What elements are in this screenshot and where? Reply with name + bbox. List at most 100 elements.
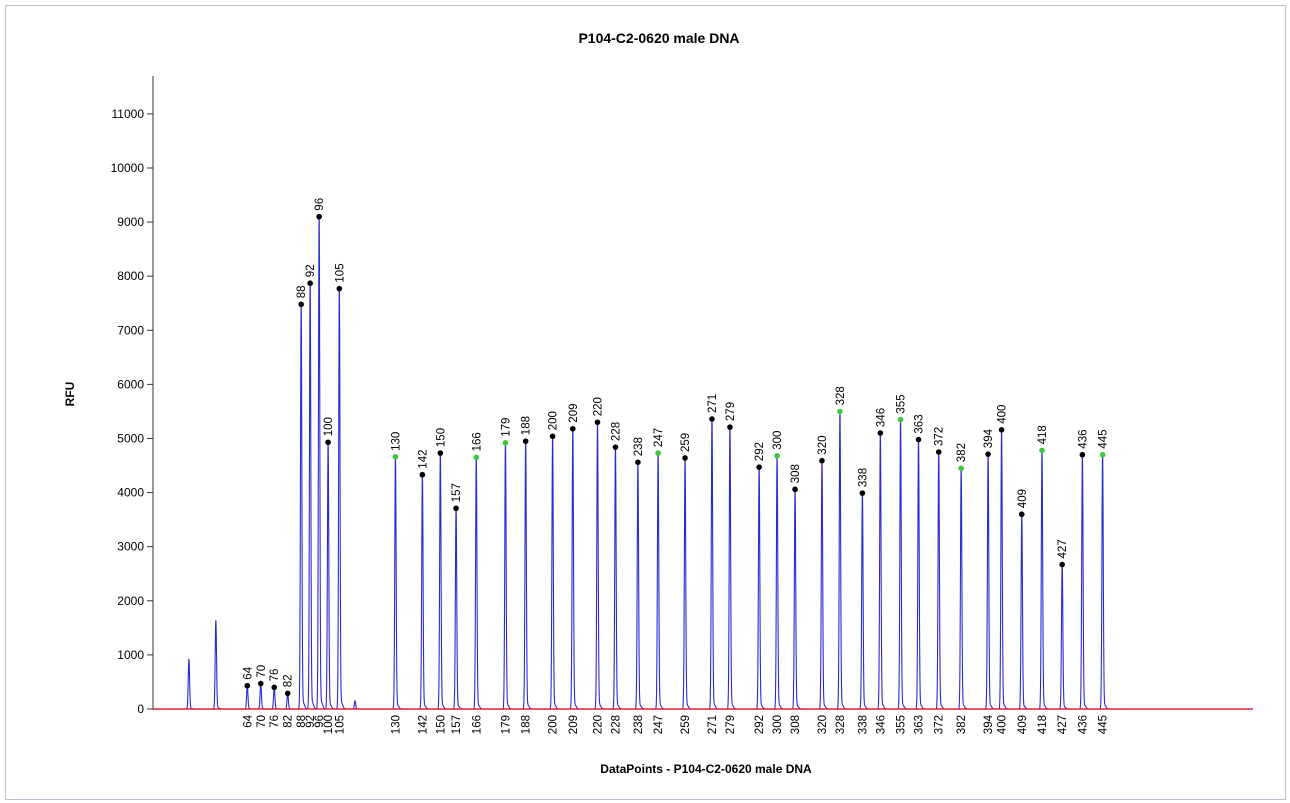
x-tick-label: 271	[707, 715, 719, 734]
x-tick-label: 200	[548, 715, 560, 734]
x-tick-label: 70	[256, 715, 268, 728]
peak-marker	[1039, 447, 1045, 454]
peak-marker	[709, 416, 715, 422]
peak-marker	[419, 471, 426, 478]
plot-background	[153, 76, 1253, 709]
peak-label: 88	[296, 286, 308, 299]
plot-area: 0 1000 2000 3000 4000 5000 6000 7000 8000 9000 100…	[111, 76, 1253, 734]
peak-label: 157	[451, 483, 463, 502]
y-tick-label: 9000	[117, 215, 144, 229]
peak-marker	[298, 301, 304, 308]
y-axis-label: RFU	[63, 382, 77, 407]
x-tick-label: 445	[1098, 715, 1110, 734]
peak-marker	[935, 449, 942, 455]
x-tick-label: 100	[323, 715, 335, 734]
peak-label: 338	[857, 468, 869, 487]
peak-label: 308	[790, 464, 802, 483]
y-tick-label: 1000	[117, 648, 144, 662]
peak-marker	[859, 490, 866, 496]
peak-label: 372	[934, 427, 946, 446]
peak-marker	[307, 280, 313, 287]
peak-marker	[316, 213, 322, 220]
peak-label: 400	[997, 405, 1009, 424]
peak-marker	[915, 436, 922, 443]
peak-label: 76	[269, 669, 281, 682]
x-tick-label: 320	[817, 715, 829, 734]
electropherogram-chart: P104-C2-0620 male DNA RFU DataPoints - P…	[63, 30, 1253, 776]
x-tick-label: 409	[1017, 715, 1029, 734]
peak-marker	[1079, 451, 1086, 458]
peak-marker	[998, 427, 1005, 433]
peak-label: 292	[754, 442, 766, 461]
peak-marker	[819, 457, 825, 464]
peak-marker	[244, 682, 251, 689]
peak-marker	[635, 459, 641, 466]
peak-marker	[792, 486, 798, 493]
peak-label: 179	[500, 418, 512, 437]
peak-label: 300	[772, 431, 784, 450]
x-tick-label: 64	[242, 714, 254, 727]
peak-marker	[325, 439, 331, 446]
peak-label: 166	[471, 432, 483, 451]
peak-marker	[336, 285, 343, 292]
peak-marker	[549, 433, 556, 440]
peak-marker	[897, 416, 904, 423]
x-tick-label: 300	[772, 715, 784, 734]
y-tick-label: 5000	[117, 431, 144, 445]
x-tick-label: 188	[521, 715, 533, 734]
x-tick-label: 96	[314, 715, 326, 728]
x-tick-label: 142	[417, 715, 429, 734]
peak-marker	[284, 690, 291, 697]
peak-marker	[453, 505, 459, 512]
x-tick-label: 338	[857, 715, 869, 734]
peak-label: 100	[323, 417, 335, 436]
peak-label: 96	[314, 198, 326, 211]
peak-label: 279	[725, 402, 737, 421]
x-tick-label: 346	[875, 715, 887, 734]
peak-marker	[655, 450, 661, 456]
peak-label: 188	[521, 416, 533, 435]
peak-label: 409	[1017, 489, 1029, 508]
peak-label: 228	[610, 422, 622, 441]
x-axis-label: DataPoints - P104-C2-0620 male DNA	[600, 762, 812, 776]
y-tick-label: 8000	[117, 269, 144, 283]
peak-marker	[392, 454, 399, 460]
peak-label: 247	[653, 428, 665, 447]
x-tick-label: 372	[934, 715, 946, 734]
chart-title: P104-C2-0620 male DNA	[578, 30, 739, 46]
x-tick-label: 292	[754, 715, 766, 734]
peak-marker	[594, 419, 601, 426]
x-tick-label: 308	[790, 715, 802, 734]
x-tick-label: 209	[568, 715, 580, 734]
peak-label: 259	[680, 433, 692, 452]
peak-label: 64	[242, 666, 254, 679]
x-tick-label: 400	[997, 715, 1009, 734]
peak-marker	[877, 430, 884, 436]
y-tick-label: 11000	[112, 107, 145, 121]
peak-marker	[958, 465, 964, 472]
x-tick-label: 418	[1037, 715, 1049, 734]
x-tick-label: 259	[680, 715, 692, 734]
x-tick-label: 382	[956, 715, 968, 734]
peak-label: 70	[256, 665, 268, 678]
peak-label: 427	[1057, 539, 1069, 558]
x-tick-label: 82	[283, 715, 295, 728]
x-tick-label: 105	[334, 715, 346, 734]
peak-marker	[727, 424, 733, 430]
peak-label: 418	[1037, 425, 1049, 444]
peak-label: 436	[1077, 430, 1089, 449]
peak-marker	[473, 454, 480, 461]
x-tick-label: 355	[896, 715, 908, 734]
peak-marker	[271, 684, 278, 691]
peak-marker	[1059, 561, 1065, 568]
chart-frame: P104-C2-0620 male DNA RFU DataPoints - P…	[5, 5, 1286, 800]
x-tick-label: 427	[1057, 715, 1069, 734]
peak-marker	[437, 450, 444, 456]
x-tick-label: 157	[451, 715, 463, 734]
peak-marker	[1099, 451, 1106, 458]
peak-label: 130	[390, 432, 402, 451]
x-tick-label: 220	[593, 715, 605, 734]
x-tick-label: 328	[835, 715, 847, 734]
peak-label: 363	[914, 414, 926, 433]
x-tick-label: 76	[269, 715, 281, 728]
